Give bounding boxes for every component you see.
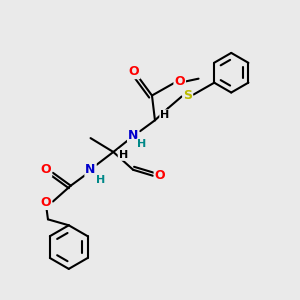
Text: N: N	[128, 129, 138, 142]
Text: O: O	[41, 163, 51, 176]
Text: O: O	[154, 169, 165, 182]
Text: O: O	[174, 75, 185, 88]
Text: H: H	[160, 110, 170, 120]
Text: N: N	[85, 163, 96, 176]
Text: S: S	[183, 89, 192, 102]
Text: O: O	[129, 65, 140, 78]
Text: H: H	[96, 175, 105, 185]
Text: H: H	[118, 150, 128, 160]
Text: H: H	[137, 139, 147, 149]
Text: O: O	[41, 196, 51, 209]
